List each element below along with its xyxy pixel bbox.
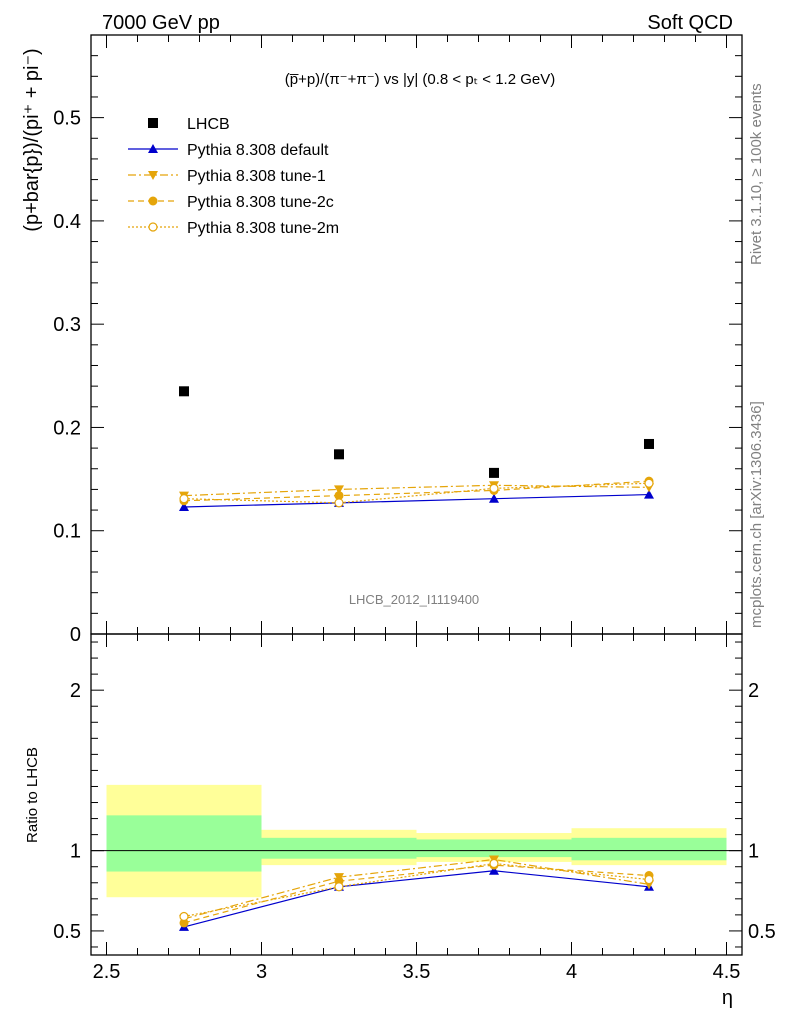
main-ytick-label: 0 — [70, 624, 81, 646]
main-point-default-0 — [179, 501, 189, 511]
main-point-data-1 — [334, 449, 344, 460]
main-ytick-label: 0.4 — [53, 211, 81, 233]
main-line-default — [183, 493, 650, 508]
ratio-ytick-label: 2 — [70, 680, 81, 702]
legend-marker-tune1 — [148, 171, 158, 180]
main-point-tune2m-1 — [334, 498, 344, 508]
ratio-point-default-2 — [489, 865, 499, 875]
main-point-default-2 — [489, 493, 499, 503]
main-point-data-3 — [644, 438, 654, 449]
main-plot-panel: 0 0.1 0.2 0.3 0.4 0.5 — [53, 34, 743, 646]
main-line-tune2c — [183, 480, 650, 502]
band-inner-3 — [571, 837, 727, 861]
band-inner-0 — [106, 815, 262, 872]
main-point-tune2m-2 — [489, 483, 499, 493]
main-ytick-label: 0.5 — [53, 108, 81, 130]
ratio-point-tune2m-3 — [644, 874, 654, 885]
ratio-ylabel: Ratio to LHCB — [24, 747, 41, 843]
ratio-xtick-label: 4.5 — [713, 961, 741, 983]
legend-label-data: LHCB — [187, 116, 230, 133]
ratio-ytick-label: 1 — [70, 841, 81, 863]
ratio-line-tune2c — [183, 864, 650, 924]
main-line-tune1 — [183, 484, 650, 497]
main-point-tune2m-3 — [644, 478, 654, 488]
ratio-line-default — [183, 870, 650, 928]
plot-title: (p̅+p)/(π⁻+π⁻) vs |y| (0.8 < pₜ < 1.2 Ge… — [285, 71, 556, 88]
main-point-data-2 — [489, 467, 499, 478]
legend-marker-tune2c — [148, 196, 158, 206]
ratio-ytick-label-right: 1 — [748, 841, 759, 863]
ratio-xtick-label: 3.5 — [403, 961, 431, 983]
legend-label-tune2c: Pythia 8.308 tune-2c — [187, 194, 334, 211]
legend-label-default: Pythia 8.308 default — [187, 142, 329, 159]
main-ytick-label: 0.1 — [53, 521, 81, 543]
header-left: 7000 GeV pp — [102, 12, 220, 34]
ratio-xtick-label: 4 — [566, 961, 577, 983]
ratio-point-tune2m-2 — [489, 858, 499, 869]
ratio-point-tune2m-1 — [334, 882, 344, 892]
legend-label-tune2m: Pythia 8.308 tune-2m — [187, 220, 339, 237]
main-ytick-label: 0.2 — [53, 417, 81, 439]
ratio-ytick-label-right: 2 — [748, 680, 759, 702]
ratio-ytick-label-right: 0.5 — [748, 921, 776, 943]
main-point-tune1-1 — [334, 485, 344, 495]
ratio-point-tune2c-0 — [179, 918, 189, 928]
legend-marker-tune2m — [148, 222, 158, 232]
watermark: LHCB_2012_I1119400 — [349, 592, 479, 607]
legend-marker-default — [148, 144, 158, 153]
main-line-tune2m — [183, 482, 650, 504]
main-point-tune2m-0 — [179, 494, 189, 504]
main-ytick-label: 0.3 — [53, 314, 81, 336]
band-inner-2 — [416, 839, 572, 858]
band-inner-1 — [261, 837, 417, 859]
main-point-default-3 — [644, 489, 654, 499]
ratio-line-tune2m — [183, 862, 650, 918]
ratio-xlabel: η — [722, 987, 733, 1009]
ratio-ytick-label: 0.5 — [53, 921, 81, 943]
rivet-label: Rivet 3.1.10, ≥ 100k events — [748, 83, 765, 265]
ratio-xtick-label: 2.5 — [93, 961, 121, 983]
ratio-point-tune2m-0 — [179, 911, 189, 922]
main-point-tune2c-1 — [334, 491, 344, 501]
header-right: Soft QCD — [647, 12, 733, 34]
ratio-xtick-label: 3 — [256, 961, 267, 983]
main-ylabel: (p+bar{p})/(pi⁺ + pi⁻) — [21, 48, 43, 231]
legend: LHCB Pythia 8.308 default Pythia 8.308 tun… — [128, 116, 339, 237]
legend-label-tune1: Pythia 8.308 tune-1 — [187, 168, 326, 185]
mcplots-label: mcplots.cern.ch [arXiv:1306.3436] — [748, 401, 765, 628]
legend-marker-data — [148, 118, 158, 128]
main-point-data-0 — [179, 386, 189, 397]
ratio-plot-panel: 0.5 0.5 1 1 2 2 2.5 3 3.5 4 4.5 — [53, 633, 776, 983]
